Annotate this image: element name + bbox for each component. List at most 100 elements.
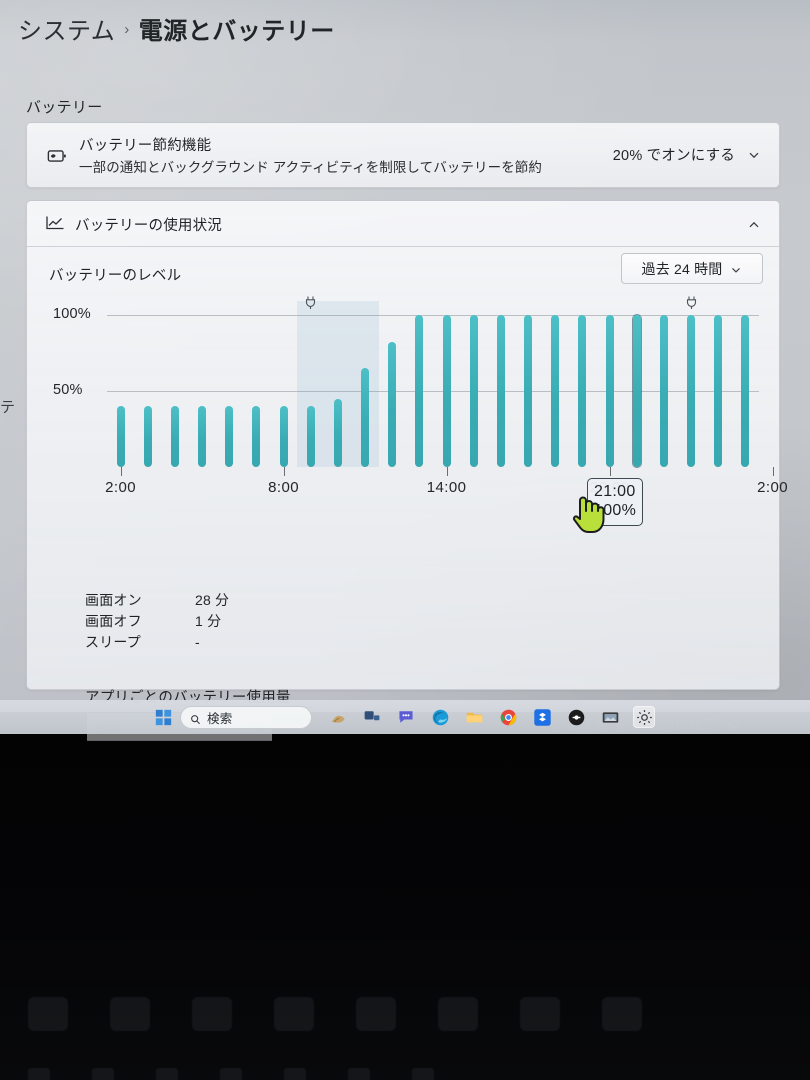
chart-bar[interactable] — [170, 406, 179, 467]
battery-usage-header[interactable]: バッテリーの使用状況 — [27, 201, 779, 247]
section-title-battery: バッテリー — [26, 99, 103, 116]
reflection-glyph — [92, 1068, 114, 1080]
settings-gear-icon[interactable] — [633, 706, 655, 728]
sidebar-partial-item[interactable]: テ — [0, 399, 16, 416]
stat-value: 1 分 — [195, 612, 222, 629]
taskbar: 検索 — [0, 700, 810, 734]
taskbar-search-box[interactable]: 検索 — [180, 705, 312, 729]
x-axis-tick-label: 8:00 — [268, 479, 299, 496]
reflection-glyph — [348, 1068, 370, 1080]
chart-bar[interactable] — [659, 315, 668, 467]
reflection-icon — [438, 997, 478, 1031]
chart-bar[interactable] — [143, 406, 152, 467]
chart-bar[interactable] — [333, 398, 342, 467]
stat-row: スリープ - — [85, 631, 229, 652]
chart-bar[interactable] — [252, 406, 261, 467]
chart-bar[interactable] — [578, 315, 587, 467]
reflection-icon — [110, 997, 150, 1031]
gridline-100 — [107, 315, 759, 316]
battery-saver-card[interactable]: バッテリー節約機能 一部の通知とバックグラウンド アクティビティを制限してバッテ… — [26, 122, 780, 188]
battery-usage-title: バッテリーの使用状況 — [75, 218, 222, 234]
file-explorer-icon[interactable] — [463, 706, 485, 728]
x-axis-tick — [609, 467, 611, 476]
chart-bar[interactable] — [442, 315, 451, 467]
time-range-select[interactable]: 過去 24 時間 — [621, 253, 763, 284]
taskbar-search-placeholder: 検索 — [207, 711, 233, 726]
breadcrumb-root[interactable]: システム — [18, 17, 116, 45]
reflection-glyph — [28, 1068, 50, 1080]
chevron-up-icon[interactable] — [747, 218, 761, 232]
reflection-icon — [28, 997, 68, 1031]
stat-row: 画面オン 28 分 — [85, 589, 229, 610]
dropbox-icon[interactable] — [531, 706, 553, 728]
chart-bar[interactable] — [388, 342, 397, 467]
chart-bar[interactable] — [632, 315, 641, 467]
chart-bar[interactable] — [279, 406, 288, 467]
chart-bar[interactable] — [361, 368, 370, 467]
chart-bar[interactable] — [225, 406, 234, 467]
stat-value: 28 分 — [195, 591, 230, 608]
pointing-hand-cursor — [566, 492, 608, 538]
chart-bar[interactable] — [469, 315, 478, 467]
copilot-icon[interactable] — [327, 706, 349, 728]
plug-icon — [685, 295, 698, 310]
x-axis-tick-label: 2:00 — [757, 479, 788, 496]
reflection-icon-row-2 — [0, 1056, 810, 1080]
chrome-icon[interactable] — [497, 706, 519, 728]
monitor-screen: システム › 電源とバッテリー テ バッテリー バッテリー節約機能 一部の通知と… — [0, 0, 810, 741]
task-view-icon[interactable] — [361, 706, 383, 728]
stat-row: 画面オフ 1 分 — [85, 610, 229, 631]
search-icon — [190, 712, 201, 724]
reflection-icon — [520, 997, 560, 1031]
battery-saver-threshold-value[interactable]: 20% でオンにする — [612, 148, 735, 164]
edge-icon[interactable] — [429, 706, 451, 728]
chat-icon[interactable] — [395, 706, 417, 728]
gridline-50 — [107, 391, 759, 392]
reflection-icon — [274, 997, 314, 1031]
reflection-icon — [192, 997, 232, 1031]
reflection-glyph — [220, 1068, 242, 1080]
windows-start-icon[interactable] — [152, 706, 174, 728]
x-axis-tick — [120, 467, 122, 476]
stat-key: 画面オン — [85, 591, 142, 608]
breadcrumb-separator: › — [124, 21, 130, 38]
chart-bar[interactable] — [116, 406, 125, 467]
dark-desk-region — [0, 734, 810, 1080]
media-icon[interactable] — [565, 706, 587, 728]
line-chart-icon — [45, 215, 65, 231]
photo-app-icon[interactable] — [599, 706, 621, 728]
chart-bar[interactable] — [605, 315, 614, 467]
tooltip-time: 21:00 — [594, 483, 636, 500]
breadcrumb: システム › 電源とバッテリー — [18, 8, 335, 48]
chart-bar[interactable] — [496, 315, 505, 467]
stat-value: - — [195, 633, 200, 650]
chart-bar[interactable] — [687, 315, 696, 467]
chart-bar[interactable] — [551, 315, 560, 467]
plug-icon — [304, 295, 317, 310]
chart-bar[interactable] — [306, 406, 315, 467]
battery-saver-description: 一部の通知とバックグラウンド アクティビティを制限してバッテリーを節約 — [79, 160, 543, 175]
time-range-value: 過去 24 時間 — [641, 260, 723, 277]
y-axis-tick-50: 50% — [53, 382, 83, 398]
reflection-glyph — [156, 1068, 178, 1080]
chevron-down-icon — [730, 263, 742, 275]
chevron-down-icon[interactable] — [747, 148, 761, 162]
chart-bar[interactable] — [714, 315, 723, 467]
battery-saver-title: バッテリー節約機能 — [79, 138, 212, 154]
stat-key: スリープ — [85, 633, 141, 650]
reflection-icon — [602, 997, 642, 1031]
chart-bar[interactable] — [741, 315, 750, 467]
chart-plot-area[interactable] — [107, 296, 759, 467]
chart-bar[interactable] — [198, 406, 207, 467]
x-axis-tick — [772, 467, 774, 476]
y-axis-tick-100: 100% — [53, 306, 91, 322]
chart-bar[interactable] — [524, 315, 533, 467]
reflection-glyph — [412, 1068, 434, 1080]
reflection-icon-row-1 — [0, 984, 810, 1044]
settings-content: バッテリー バッテリー節約機能 一部の通知とバックグラウンド アクティビティを制… — [0, 52, 810, 741]
chart-bar[interactable] — [415, 315, 424, 467]
x-axis-tick-label: 2:00 — [105, 479, 136, 496]
page-title: 電源とバッテリー — [138, 17, 335, 45]
